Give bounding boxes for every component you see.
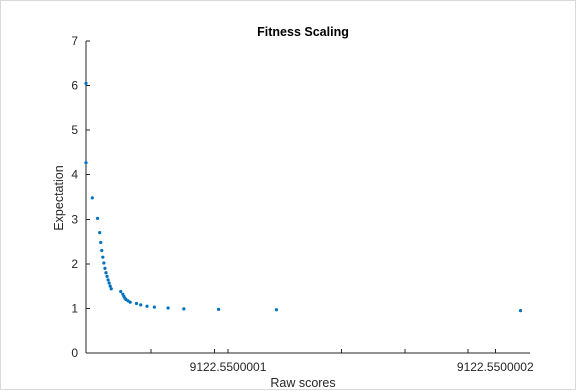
data-point: [152, 305, 156, 309]
y-tick-label: 0: [71, 346, 78, 360]
axes: 0 1 2 3 4 5 6 7 9122.5500001 9122.5500002: [71, 34, 534, 374]
y-axis-title: Expectation: [52, 165, 66, 230]
data-point: [102, 261, 106, 265]
data-point: [128, 300, 132, 304]
data-point: [98, 231, 102, 235]
data-point: [105, 274, 109, 278]
data-point: [84, 161, 88, 165]
data-point: [90, 196, 94, 200]
data-point: [145, 304, 149, 308]
data-point: [109, 287, 113, 291]
y-tick-label: 5: [71, 123, 78, 137]
data-point: [106, 278, 110, 282]
x-axis-title: Raw scores: [270, 376, 335, 390]
x-tick-label: 9122.5500002: [457, 360, 534, 374]
data-point: [108, 284, 112, 288]
data-point: [518, 309, 523, 313]
data-point: [84, 81, 88, 85]
data-point: [274, 308, 279, 312]
x-tick-label: 9122.5500001: [190, 360, 267, 374]
data-point: [103, 266, 107, 270]
y-tick-label: 1: [71, 301, 78, 315]
data-point: [166, 306, 170, 310]
y-tick-label: 3: [71, 212, 78, 226]
data-point: [216, 307, 221, 311]
data-point: [104, 271, 108, 275]
data-point: [100, 248, 104, 253]
data-point: [95, 216, 100, 220]
chart-title: Fitness Scaling: [257, 25, 349, 39]
plot-area: [86, 41, 530, 353]
y-tick-label: 6: [71, 79, 78, 93]
data-point: [99, 240, 103, 245]
y-tick-label: 4: [71, 168, 78, 182]
data-point: [101, 255, 105, 259]
data-point: [139, 303, 143, 307]
data-point: [119, 289, 123, 294]
data-point: [182, 307, 186, 311]
data-points: [84, 81, 523, 313]
y-tick-label: 7: [71, 34, 78, 48]
y-tick-label: 2: [71, 257, 78, 271]
data-point: [107, 281, 111, 285]
data-point: [134, 301, 139, 306]
